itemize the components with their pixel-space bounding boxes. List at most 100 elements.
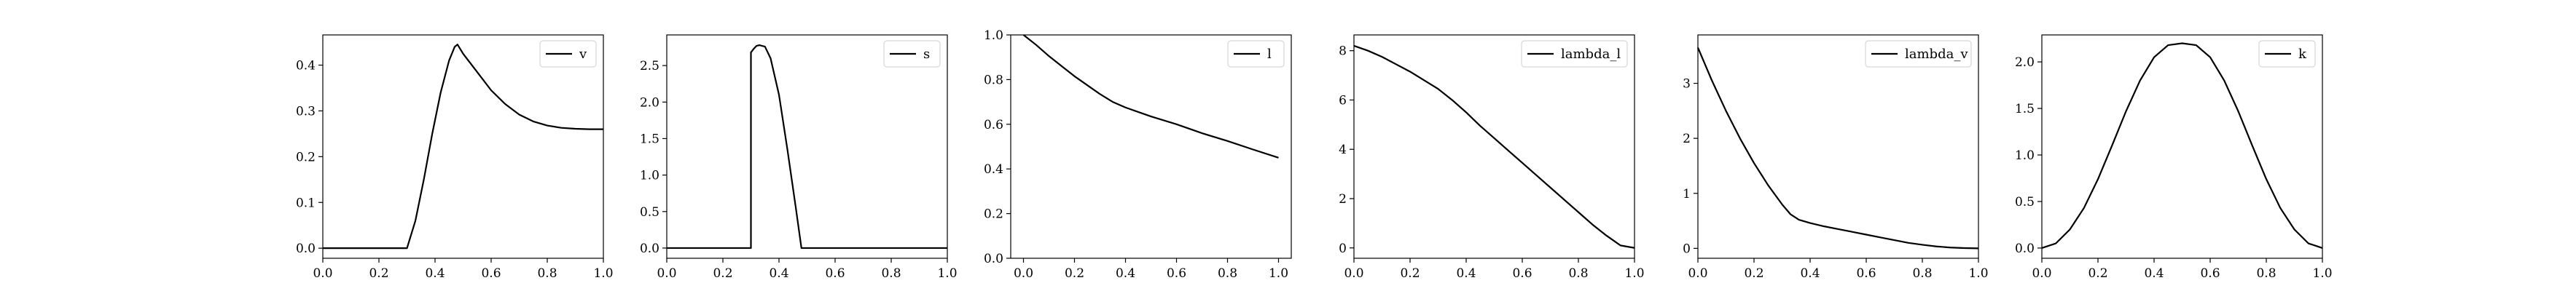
subplot-1: 0.0 0.2 0.4 0.6 0.8 1.0 0.0 0.1 0.2 0.3 0.4 v [296,34,614,281]
series-line-k [2041,42,2323,249]
x-tick-label: 1.0 [593,266,613,281]
y-tick-label: 1.0 [640,169,659,183]
legend: k [2258,40,2316,68]
y-tick-label: 0.0 [296,242,316,256]
x-tick-label: 0.0 [2032,266,2051,281]
x-tick-label: 0.4 [425,266,445,281]
series-line-s [667,44,947,250]
x-tick-label: 0.8 [1568,266,1588,281]
x-tick-label: 1.0 [937,266,957,281]
y-tick-label: 2.5 [640,59,659,73]
x-tick-label: 1.0 [2312,266,2332,281]
x-tick-label: 0.6 [1856,266,1876,281]
axes-frame [1353,34,1635,259]
y-tick-label: 4 [1339,143,1347,157]
y-tick-label: 1.0 [984,28,1003,43]
x-tick-label: 0.8 [1912,266,1932,281]
x-tick-label: 0.2 [1744,266,1763,281]
y-tick-label: 0.8 [984,73,1003,87]
x-tick-label: 0.8 [2256,266,2276,281]
series-line-v [323,44,603,250]
x-tick-label: 0.8 [537,266,557,281]
subplot-4: 0.0 0.2 0.4 0.6 0.8 1.0 0 2 4 6 8 lambda_l [1339,34,1645,281]
axes-frame [2041,34,2323,259]
legend-box [1865,40,1972,68]
subplot-3: 0.0 0.2 0.4 0.6 0.8 1.0 0.0 0.2 0.4 0.6 0.8 1.0 l [984,28,1292,281]
x-tick-label: 0.8 [1218,266,1237,281]
x-tick-label: 1.0 [1624,266,1644,281]
y-tick-label: 1.0 [2015,148,2035,163]
y-tick-label: 0.5 [2015,195,2035,210]
x-tick-label: 0.0 [313,266,332,281]
x-tick-label: 0.4 [2144,266,2164,281]
x-tick-label: 0.2 [713,266,732,281]
x-tick-label: 0.2 [1400,266,1420,281]
y-tick-label: 8 [1339,44,1347,59]
legend-label: lambda_v [1905,47,1968,62]
y-tick-label: 0.2 [984,207,1003,222]
x-tick-label: 1.0 [1968,266,1988,281]
x-tick-label: 0.4 [769,266,788,281]
x-tick-label: 0.6 [825,266,845,281]
legend-label: lambda_l [1561,47,1621,62]
y-tick-label: 1.5 [2015,102,2035,116]
legend: s [883,40,941,68]
series-line-l [1022,34,1279,159]
x-tick-label: 0.4 [1800,266,1820,281]
y-tick-label: 3 [1683,77,1691,92]
legend-box [1521,40,1628,68]
subplot-5: 0.0 0.2 0.4 0.6 0.8 1.0 0 1 2 3 lambda_v [1683,34,1989,281]
y-tick-label: 1 [1683,187,1691,202]
subplot-6: 0.0 0.2 0.4 0.6 0.8 1.0 0.0 0.5 1.0 1.5 2.0 k [2015,34,2333,281]
y-tick-label: 2 [1683,132,1691,146]
series-line-lambda_v [1696,47,1979,250]
y-tick-label: 2.0 [2015,55,2035,70]
x-tick-label: 0.6 [2200,266,2220,281]
y-tick-label: 0.1 [296,196,316,210]
legend: lambda_l [1521,40,1628,68]
legend-label: s [923,47,930,62]
y-tick-label: 0.6 [984,118,1003,132]
series-line-lambda_l [1353,44,1635,249]
y-tick-label: 0.0 [2015,242,2035,256]
x-tick-label: 0.0 [1014,266,1033,281]
x-tick-label: 0.0 [1344,266,1363,281]
y-tick-label: 0.4 [296,59,316,73]
axes-frame [322,34,604,259]
legend-label: k [2298,47,2307,62]
axes-frame [666,34,948,259]
x-tick-label: 0.2 [369,266,388,281]
y-tick-label: 0.3 [296,104,316,119]
y-tick-label: 0 [1683,242,1691,256]
y-tick-label: 2 [1339,192,1347,207]
x-tick-label: 0.2 [1065,266,1084,281]
y-tick-label: 1.5 [640,132,659,146]
axes-frame [1010,34,1292,259]
x-tick-label: 0.6 [481,266,501,281]
x-tick-label: 0.0 [657,266,676,281]
x-tick-label: 0.4 [1456,266,1476,281]
x-tick-label: 0.6 [1167,266,1186,281]
x-tick-label: 0.2 [2088,266,2107,281]
y-tick-label: 0 [1339,242,1347,256]
y-tick-label: 0.0 [984,252,1003,266]
legend-label: l [1267,47,1272,62]
x-tick-label: 0.8 [881,266,901,281]
x-tick-label: 0.6 [1512,266,1532,281]
y-tick-label: 0.0 [640,242,659,256]
x-tick-label: 0.0 [1688,266,1707,281]
y-tick-label: 0.4 [984,162,1003,177]
legend: v [539,40,597,68]
y-tick-label: 6 [1339,93,1347,108]
axes-frame [1697,34,1979,259]
x-tick-label: 1.0 [1269,266,1288,281]
subplot-2: 0.0 0.2 0.4 0.6 0.8 1.0 0.0 0.5 1.0 1.5 2.0 2.5 s [640,34,958,281]
y-tick-label: 2.0 [640,95,659,110]
legend: l [1227,40,1285,68]
legend: lambda_v [1865,40,1972,68]
x-tick-label: 0.4 [1116,266,1135,281]
legend-label: v [579,47,587,62]
y-tick-label: 0.2 [296,150,316,164]
y-tick-label: 0.5 [640,205,659,220]
